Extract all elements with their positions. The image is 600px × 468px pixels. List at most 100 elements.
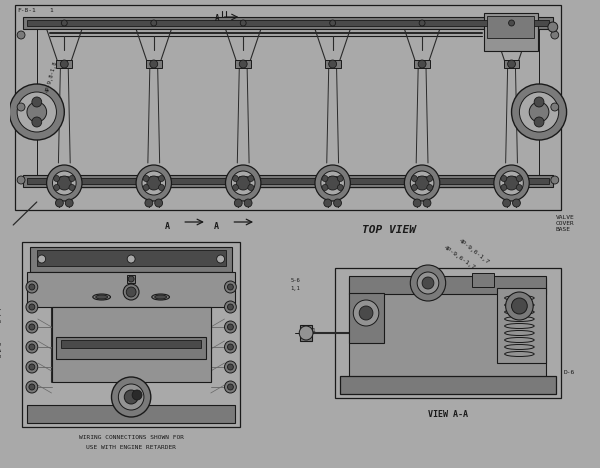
- Circle shape: [506, 292, 533, 320]
- Circle shape: [224, 341, 236, 353]
- Circle shape: [505, 176, 518, 190]
- Ellipse shape: [93, 294, 110, 300]
- Text: 4P-9,8-1,8: 4P-9,8-1,8: [44, 60, 58, 93]
- Circle shape: [501, 184, 507, 190]
- Circle shape: [404, 165, 440, 201]
- Circle shape: [58, 176, 71, 190]
- Circle shape: [155, 199, 163, 207]
- Circle shape: [227, 324, 233, 330]
- Circle shape: [412, 184, 418, 190]
- Circle shape: [337, 184, 343, 190]
- Bar: [61, 340, 201, 348]
- Bar: [61, 176, 68, 182]
- Circle shape: [126, 287, 136, 297]
- Bar: [146, 60, 161, 68]
- Circle shape: [69, 184, 75, 190]
- Circle shape: [427, 184, 433, 190]
- Circle shape: [322, 176, 328, 182]
- Bar: [349, 276, 546, 294]
- Circle shape: [143, 184, 149, 190]
- Circle shape: [233, 184, 238, 190]
- Circle shape: [32, 117, 42, 127]
- Circle shape: [551, 31, 559, 39]
- Circle shape: [227, 284, 233, 290]
- Circle shape: [29, 324, 35, 330]
- Circle shape: [512, 199, 520, 207]
- Circle shape: [359, 306, 373, 320]
- Circle shape: [236, 176, 250, 190]
- Circle shape: [353, 300, 379, 326]
- Circle shape: [248, 184, 254, 190]
- Text: 1: 1: [311, 328, 315, 333]
- Circle shape: [551, 176, 559, 184]
- Circle shape: [128, 276, 134, 282]
- Circle shape: [501, 176, 507, 182]
- Circle shape: [329, 60, 337, 68]
- Circle shape: [418, 60, 426, 68]
- Circle shape: [143, 176, 149, 182]
- Circle shape: [217, 255, 224, 263]
- Circle shape: [227, 384, 233, 390]
- Circle shape: [324, 199, 332, 207]
- Text: 5-6: 5-6: [290, 278, 300, 283]
- Text: D-6: D-6: [563, 370, 575, 375]
- Text: B-2-8: B-2-8: [0, 341, 3, 357]
- Text: A: A: [214, 222, 219, 231]
- Circle shape: [65, 199, 73, 207]
- Bar: [418, 176, 426, 182]
- Bar: [325, 60, 341, 68]
- Circle shape: [61, 60, 68, 68]
- Circle shape: [112, 377, 151, 417]
- Circle shape: [224, 321, 236, 333]
- Circle shape: [516, 176, 522, 182]
- Circle shape: [410, 265, 446, 301]
- Bar: [329, 176, 337, 182]
- Bar: [300, 325, 312, 341]
- Bar: [15, 5, 560, 210]
- Bar: [508, 176, 515, 182]
- Text: A: A: [165, 222, 170, 231]
- Ellipse shape: [96, 295, 107, 299]
- Circle shape: [69, 176, 75, 182]
- Bar: [335, 268, 560, 398]
- Circle shape: [29, 284, 35, 290]
- Bar: [30, 247, 232, 272]
- Circle shape: [54, 176, 59, 182]
- Circle shape: [240, 20, 246, 26]
- Text: 1,1: 1,1: [290, 286, 300, 291]
- Circle shape: [520, 92, 559, 132]
- Circle shape: [235, 199, 242, 207]
- Circle shape: [9, 84, 64, 140]
- Bar: [472, 273, 494, 287]
- Circle shape: [47, 165, 82, 201]
- Bar: [349, 293, 384, 343]
- Circle shape: [123, 284, 139, 300]
- Circle shape: [147, 176, 161, 190]
- Circle shape: [500, 171, 523, 195]
- Circle shape: [529, 102, 549, 122]
- Circle shape: [142, 171, 166, 195]
- Bar: [23, 175, 553, 187]
- Circle shape: [29, 384, 35, 390]
- Bar: [487, 16, 534, 38]
- Circle shape: [53, 171, 76, 195]
- Circle shape: [227, 364, 233, 370]
- Circle shape: [413, 199, 421, 207]
- Circle shape: [244, 199, 252, 207]
- Bar: [52, 307, 211, 382]
- Circle shape: [315, 165, 350, 201]
- Circle shape: [417, 272, 439, 294]
- Bar: [37, 250, 226, 266]
- Circle shape: [334, 199, 341, 207]
- Circle shape: [26, 381, 38, 393]
- Bar: [27, 178, 549, 184]
- Bar: [27, 20, 549, 26]
- Circle shape: [26, 341, 38, 353]
- Circle shape: [224, 361, 236, 373]
- Circle shape: [427, 176, 433, 182]
- Circle shape: [17, 176, 25, 184]
- Bar: [22, 242, 240, 427]
- Circle shape: [38, 255, 46, 263]
- Circle shape: [419, 20, 425, 26]
- Bar: [56, 337, 206, 359]
